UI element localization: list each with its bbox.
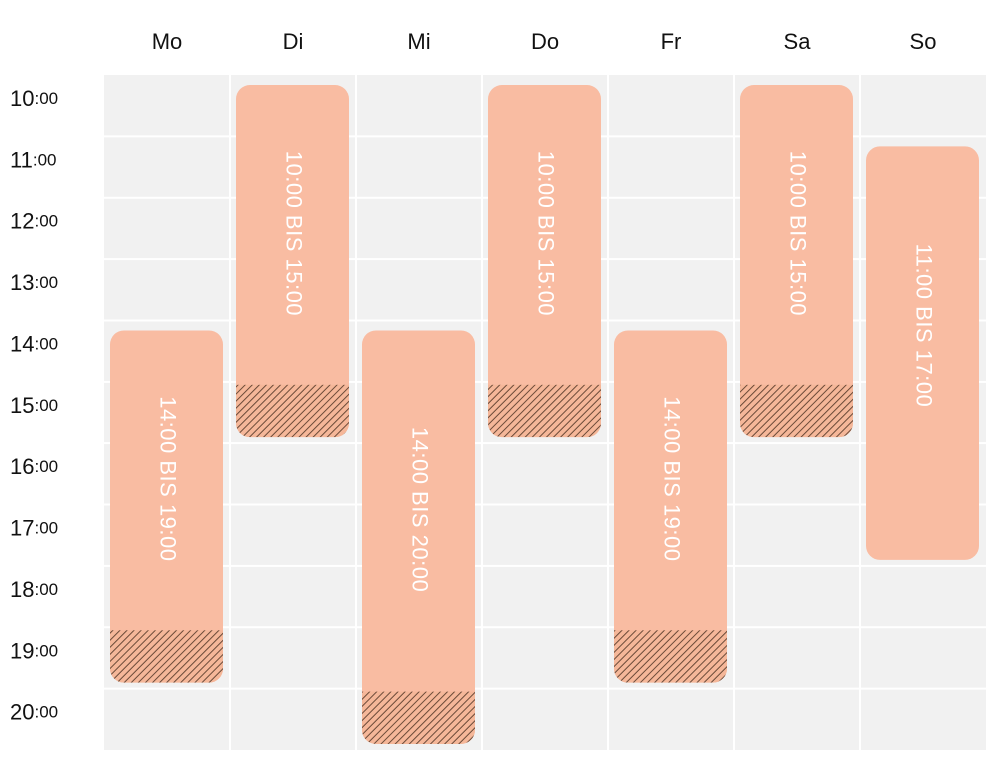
day-header: Di: [283, 29, 304, 54]
event-block: [614, 330, 727, 683]
event: 14:00 BIS 19:00: [614, 330, 727, 683]
day-header: Sa: [784, 29, 812, 54]
event-overtime: [236, 384, 349, 438]
event: 10:00 BIS 15:00: [488, 85, 601, 438]
hour-label: 13:00: [10, 270, 58, 295]
event-label: 14:00 BIS 20:00: [408, 427, 433, 592]
event-label: 10:00 BIS 15:00: [282, 151, 307, 316]
event-block: [362, 330, 475, 744]
hour-label: 11:00: [10, 147, 56, 172]
hour-label: 10:00: [10, 86, 58, 111]
event-label: 14:00 BIS 19:00: [660, 396, 685, 561]
event-block: [488, 85, 601, 438]
hour-label: 15:00: [10, 393, 58, 418]
event: 11:00 BIS 17:00: [866, 146, 979, 560]
event-block: [866, 146, 979, 560]
event: 14:00 BIS 19:00: [110, 330, 223, 683]
event-block: [110, 330, 223, 683]
day-header: Do: [531, 29, 559, 54]
event-label: 14:00 BIS 19:00: [156, 396, 181, 561]
event-label: 11:00 BIS 17:00: [912, 244, 937, 408]
event-overtime: [740, 384, 853, 438]
hour-label: 20:00: [10, 699, 58, 724]
day-header: Mo: [152, 29, 183, 54]
hour-label: 19:00: [10, 638, 58, 663]
event-overtime: [110, 630, 223, 683]
event-label: 10:00 BIS 15:00: [534, 151, 559, 316]
event-overtime: [488, 384, 601, 438]
day-header: So: [910, 29, 937, 54]
event: 10:00 BIS 15:00: [740, 85, 853, 438]
event-label: 10:00 BIS 15:00: [786, 151, 811, 316]
hour-label: 17:00: [10, 515, 58, 540]
hour-label: 14:00: [10, 331, 58, 356]
event: 14:00 BIS 20:00: [362, 330, 475, 744]
event-block: [740, 85, 853, 438]
hour-label: 16:00: [10, 454, 58, 479]
hour-label: 12:00: [10, 209, 58, 234]
event-overtime: [362, 691, 475, 744]
event-overtime: [614, 630, 727, 683]
event-block: [236, 85, 349, 438]
hour-label: 18:00: [10, 577, 58, 602]
day-header: Fr: [661, 29, 682, 54]
event: 10:00 BIS 15:00: [236, 85, 349, 438]
day-header: Mi: [407, 29, 430, 54]
